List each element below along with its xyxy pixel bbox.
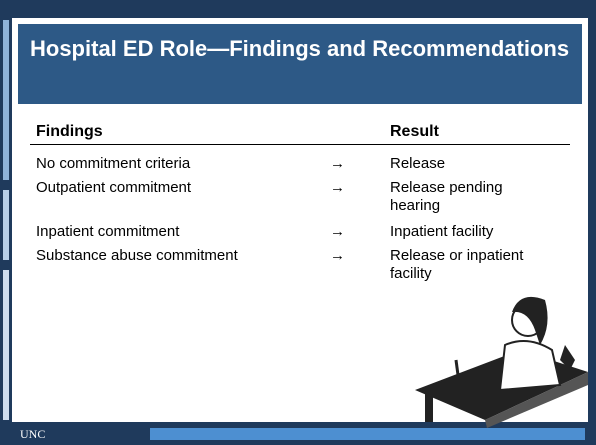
slide-title: Hospital ED Role—Findings and Recommenda…	[18, 24, 582, 104]
result-cell: Release	[390, 155, 446, 172]
arrow-cell: →	[330, 247, 345, 264]
finding-cell: Outpatient commitment	[36, 179, 192, 196]
finding-cell: Inpatient commitment	[36, 223, 180, 240]
arrow-cell: →	[330, 223, 345, 240]
result-cell: Release pending hearing	[390, 179, 503, 214]
side-bar	[3, 190, 9, 260]
finding-cell: Substance abuse commitment	[36, 247, 238, 264]
arrow-cell: →	[330, 155, 345, 172]
footer-bar	[150, 428, 585, 440]
header-rule	[30, 144, 570, 145]
result-cell: Inpatient facility	[390, 223, 494, 240]
finding-cell: No commitment criteria	[36, 155, 191, 172]
column-header: Result	[390, 123, 439, 140]
side-bar	[3, 20, 9, 180]
footer-logo: UNC	[20, 427, 46, 441]
result-cell: Release or inpatient facility	[390, 247, 524, 282]
column-header: Findings	[36, 123, 103, 140]
arrow-cell: →	[330, 179, 345, 196]
side-bar	[3, 270, 9, 420]
